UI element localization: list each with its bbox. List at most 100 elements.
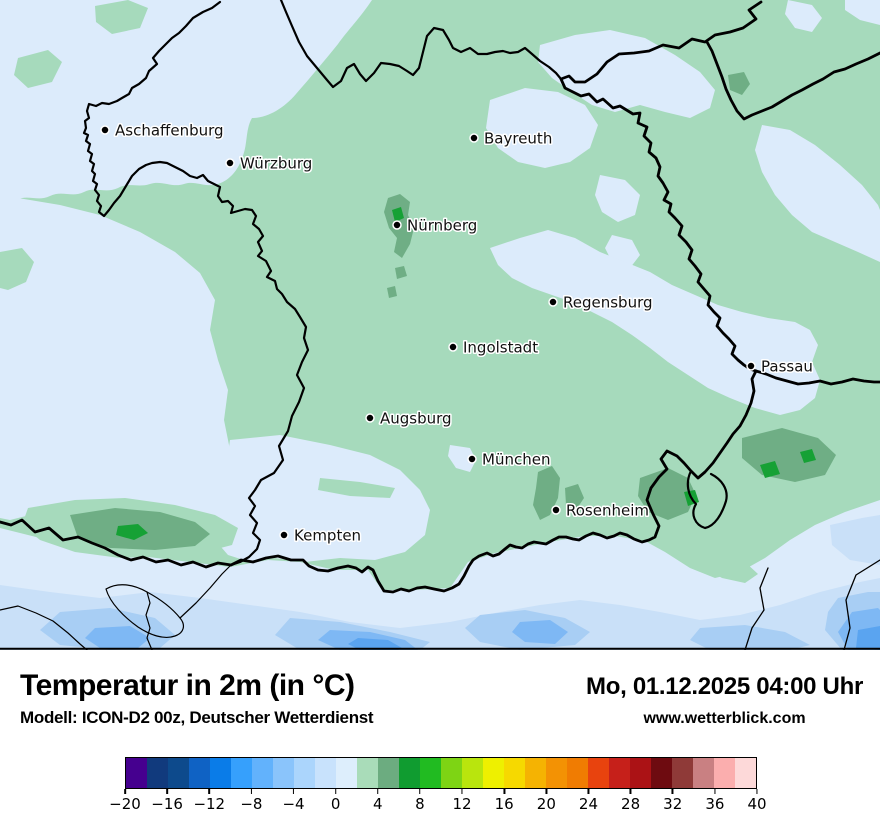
legend-tick-mark [292,789,295,794]
city-dot [469,133,479,143]
legend-colorbar [125,757,757,789]
border-austria-south [0,369,758,594]
legend-segment [651,758,672,788]
legend-tick: 20 [537,789,556,813]
city-label: Passau [761,358,813,376]
region-alps-minus8-2 [856,626,880,650]
legend-tick-mark [671,789,674,794]
legend-tick-mark [756,789,758,794]
legend-tick-mark [419,789,421,794]
region-southwest-coolzone [210,435,430,562]
region-warm-dot-east-1 [760,461,780,478]
legend-segment [189,758,210,788]
legend-tick-label: 32 [663,795,683,813]
legend-tick-label: −4 [282,795,305,813]
temperature-map-svg: Aschaffenburg Würzburg Bayreuth Nürnberg Reg… [0,0,880,650]
region-northwest-coolzone [0,0,372,202]
region-alps-minus8-1 [348,638,402,650]
city-label: Ingolstadt [463,339,538,357]
city-marker-regensburg: Regensburg [548,292,654,313]
city-label: Kempten [294,527,361,545]
legend-tick: 16 [495,789,514,813]
legend-tick: 32 [663,789,682,813]
legend-segment [378,758,399,788]
legend-tick-mark [503,789,505,794]
legend-tick: −8 [240,789,262,813]
legend-segment [231,758,252,788]
temperature-legend: −20 −16 −12 −8 −4 0 4 8 12 16 20 24 28 32 36 40 [109,757,767,815]
legend-tick-label: −16 [151,795,183,813]
legend-segment [567,758,588,788]
city-marker-kempten: Kempten [279,525,363,546]
border-berchtesgaden [686,469,728,530]
region-east-edge-coolzone [755,125,880,262]
city-label: Rosenheim [566,502,649,520]
border-austria-internal-1 [744,567,769,650]
map-area: Aschaffenburg Würzburg Bayreuth Nürnberg Reg… [0,0,880,650]
city-marker-augsburg: Augsburg [365,408,453,429]
border-czech [559,0,763,373]
region-alps-minus4-4 [690,625,810,650]
region-green-strip-south [318,478,395,498]
city-marker-rosenheim: Rosenheim [551,500,651,521]
legend-segment [441,758,462,788]
legend-segment [630,758,651,788]
city-marker-passau: Passau [746,356,814,377]
city-dot [551,505,561,515]
legend-tick-label: 16 [494,795,514,813]
legend-tick: 8 [415,789,425,813]
legend-segment [357,758,378,788]
legend-tick: 4 [373,789,383,813]
region-green-spot-west-edge [0,248,34,290]
city-marker-ingolstadt: Ingolstadt [448,337,540,358]
city-marker-würzburg: Würzburg [225,153,314,174]
border-czech-austria-east [754,369,880,386]
website-url: www.wetterblick.com [643,710,806,727]
region-munich-spot [448,445,476,472]
legend-segment [735,758,756,788]
legend-tick-label: 24 [578,795,598,813]
city-markers-layer: Aschaffenburg Würzburg Bayreuth Nürnberg Reg… [100,120,814,546]
border-rhine-valley [145,591,153,650]
legend-tick-label: −12 [193,795,226,813]
region-bohemia-sage [728,72,750,95]
city-label: München [482,451,550,469]
legend-segment [168,758,189,788]
region-fichtelgebirge-spot-1 [595,175,640,222]
legend-segment [588,758,609,788]
city-dot [100,125,110,135]
legend-tick-mark [208,789,211,794]
region-green-spot-nw-2 [95,0,148,34]
legend-tick-mark [376,789,379,794]
legend-ticks: −20 −16 −12 −8 −4 0 4 8 12 16 20 24 28 32 36 40 [109,789,767,815]
legend-tick-mark [250,789,253,794]
legend-tick-label: 8 [415,795,425,813]
city-dot [548,297,558,307]
city-marker-nürnberg: Nürnberg [392,215,479,236]
legend-tick-mark [461,789,463,794]
border-bavaria-north [279,0,563,89]
legend-tick-mark [629,789,632,794]
forecast-datetime: Mo, 01.12.2025 04:00 Uhr [586,673,863,700]
legend-segment [525,758,546,788]
city-label: Bayreuth [484,130,552,148]
legend-segment [336,758,357,788]
border-vorarlberg [179,564,232,619]
legend-tick-mark [166,789,168,794]
region-salzburg-sage [638,468,696,520]
legend-segment [126,758,147,788]
city-dot [448,342,458,352]
legend-segment [210,758,231,788]
legend-tick-label: −20 [109,795,141,813]
region-alps-minus2 [0,578,880,650]
region-danube-coolzone [490,230,820,415]
legend-tick-mark [714,789,716,794]
legend-segment [294,758,315,788]
legend-tick: 40 [747,789,767,813]
legend-segment [609,758,630,788]
legend-tick-label: 12 [452,795,472,813]
region-east-edge-minus2 [830,515,880,565]
region-bayreuth-coolzone [486,88,598,168]
footer: Temperatur in 2m (in °C) Modell: ICON-D2… [0,650,880,830]
border-saxony-czech [705,40,880,121]
